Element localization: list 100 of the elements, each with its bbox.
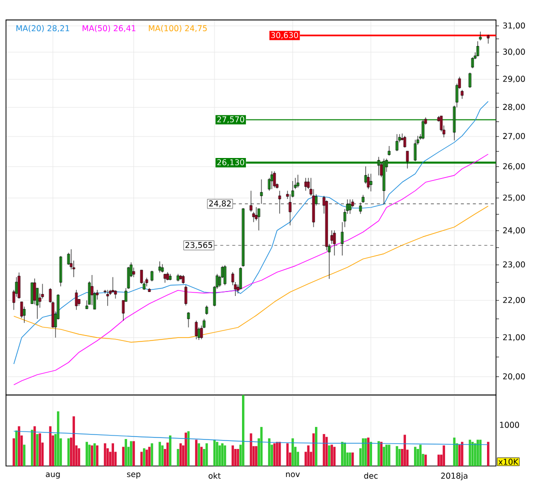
candlestick (403, 136, 406, 148)
bar (169, 435, 172, 466)
bar (33, 426, 36, 466)
candlestick (257, 208, 260, 231)
candlestick (182, 274, 185, 284)
y-tick-label: 21,00 (503, 334, 525, 342)
bar (130, 441, 132, 466)
y-tick-label: 24,00 (503, 227, 525, 234)
candlestick (377, 156, 380, 176)
candlestick (278, 190, 282, 214)
candlestick (486, 34, 490, 44)
bar (307, 445, 310, 466)
candlestick (479, 31, 482, 41)
y-tick-label: 25,00 (503, 194, 525, 202)
x-tick-label: sep (127, 472, 140, 479)
y-tick-label: 31,00 (503, 22, 525, 30)
candlestick (304, 178, 308, 191)
y-tick-label: 28,00 (503, 104, 525, 111)
bar (370, 442, 372, 466)
bar (112, 443, 114, 466)
candlestick (340, 222, 344, 256)
text: MA(20) 28,21 (16, 25, 70, 32)
bar (388, 444, 390, 466)
bar (206, 443, 208, 466)
y-tick-label: 22,00 (503, 296, 525, 304)
y-tick-label: 27,00 (503, 133, 525, 140)
x-tick-label: 2018ja (441, 472, 468, 480)
bar (333, 446, 336, 466)
text: x10K (498, 458, 519, 465)
bar (96, 445, 98, 466)
bar (364, 438, 367, 466)
bar (474, 443, 476, 466)
bar (341, 442, 344, 466)
bar (380, 442, 382, 466)
bar (88, 444, 91, 466)
bar (142, 448, 146, 466)
bar (232, 445, 234, 466)
candlestick (333, 230, 336, 256)
bar (195, 440, 198, 466)
bar (124, 439, 128, 466)
candlestick (460, 90, 464, 100)
bar (234, 448, 237, 466)
bar (38, 433, 42, 466)
ref-line-label: 27,570 (217, 116, 244, 124)
bar (453, 438, 456, 466)
text: 1000 (500, 422, 520, 428)
bar (242, 395, 244, 466)
bar (437, 454, 440, 466)
bar (198, 443, 200, 466)
bar (314, 426, 318, 466)
bar (292, 438, 294, 466)
bar (416, 448, 419, 466)
bar (184, 432, 188, 466)
bar (255, 446, 258, 466)
bar (221, 443, 224, 466)
candlestick (406, 150, 409, 169)
text: MA(50) 26,41 (82, 25, 136, 32)
line-series (13, 206, 489, 343)
bar (161, 445, 164, 466)
bar (218, 445, 221, 466)
bar (330, 444, 333, 466)
y-tick-label: 29,00 (503, 76, 525, 83)
y-tick-label: 26,00 (503, 163, 525, 170)
bar (479, 440, 482, 466)
bar (166, 442, 169, 466)
bar (344, 442, 346, 466)
bar (442, 445, 446, 466)
candlestick (296, 174, 300, 188)
bar (158, 442, 161, 466)
line-series (13, 101, 489, 364)
candlestick (370, 174, 372, 192)
bar (12, 438, 15, 466)
ref-line-label: 24,82 (209, 200, 231, 208)
line-series (13, 154, 489, 386)
bar (146, 450, 148, 466)
x-tick-label: nov (286, 472, 300, 478)
bar (487, 442, 490, 466)
candlestick (168, 274, 172, 281)
bar (476, 440, 479, 466)
bar (148, 446, 151, 466)
bar (378, 441, 380, 466)
bar (36, 434, 38, 466)
bar (179, 443, 182, 466)
candlestick (242, 208, 245, 267)
bar (328, 445, 330, 466)
bar (419, 444, 422, 466)
bar (278, 442, 281, 466)
candlestick (205, 305, 208, 315)
bar (49, 426, 52, 466)
ref-line-label: 30,630 (271, 32, 298, 39)
text: MA(100) 24,75 (148, 25, 207, 32)
x-tick-label: dec (364, 472, 378, 479)
bar (351, 452, 354, 466)
bar (93, 443, 96, 466)
bar (23, 444, 26, 466)
candlestick (145, 278, 148, 287)
bar (56, 411, 60, 466)
candlestick (184, 285, 188, 306)
y-tick-label: 30,00 (503, 48, 525, 56)
ref-line-label: 26,130 (217, 159, 244, 166)
